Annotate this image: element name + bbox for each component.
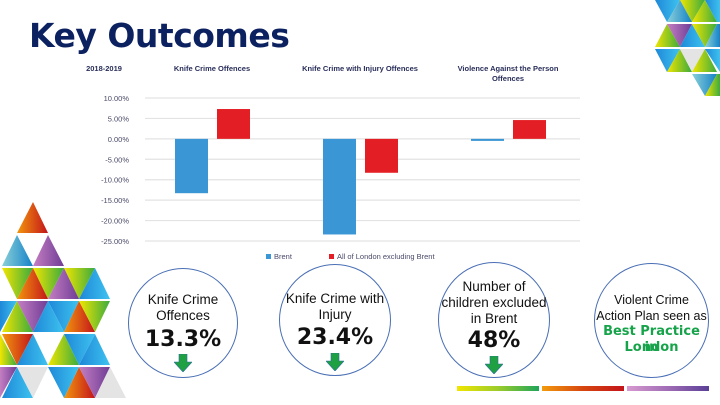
outcome-circle-action-plan: Violent Crime Action Plan seen as Best P…	[594, 263, 709, 378]
outcome-label-line: children excluded	[441, 295, 547, 310]
period-label: 2018-2019	[86, 64, 122, 73]
outcome-circle-knife-crime-injury: Knife Crime with Injury 23.4%	[279, 264, 391, 376]
category-label: Knife Crime Offences	[174, 64, 250, 73]
y-tick-label: 0.00%	[108, 135, 130, 144]
y-tick-label: -20.00%	[101, 217, 129, 226]
best-practice-highlight: London	[624, 340, 679, 355]
decorative-strip-pink-purple	[627, 386, 709, 391]
y-tick-label: 10.00%	[104, 94, 130, 103]
outcome-value: 13.3%	[144, 327, 222, 352]
outcome-label-line: Injury	[318, 307, 352, 322]
outcome-circle-children-excluded: Number of children excluded in Brent 48%	[438, 262, 550, 378]
category-label: Violence Against the Person	[458, 64, 559, 73]
outcome-label-line: Offences	[156, 308, 210, 323]
bar-brent-0	[175, 138, 208, 194]
y-tick-label: -5.00%	[105, 155, 129, 164]
slide-title: Key Outcomes	[29, 16, 290, 55]
y-tick-label: 5.00%	[108, 114, 130, 123]
outcome-circle-knife-crime: Knife Crime Offences 13.3%	[128, 268, 238, 378]
outcome-label-line: Action Plan seen as	[596, 309, 707, 323]
bar-london-0	[217, 109, 250, 139]
legend-swatch	[266, 254, 271, 259]
y-tick-label: -25.00%	[101, 237, 129, 246]
bar-london-2	[513, 120, 546, 139]
triangle-mosaic-top-right	[655, 0, 720, 96]
outcome-label-line: Violent Crime	[614, 293, 689, 307]
category-label: Offences	[492, 74, 524, 83]
outcome-label-line: Knife Crime with	[285, 291, 385, 306]
category-label: Knife Crime with Injury Offences	[302, 64, 418, 73]
legend-label: Brent	[274, 252, 293, 261]
legend-label: All of London excluding Brent	[337, 252, 435, 261]
down-arrow-icon	[485, 356, 503, 374]
outcome-value: 48%	[467, 328, 521, 353]
outcome-label-line: in Brent	[470, 311, 518, 326]
down-arrow-icon	[174, 354, 192, 372]
bar-brent-2	[471, 138, 504, 141]
decorative-strip-yellow-green	[457, 386, 539, 391]
y-tick-label: -10.00%	[101, 176, 129, 185]
outcome-value: 23.4%	[296, 325, 374, 350]
bar-chart: 10.00% 5.00% 0.00% -5.00% -10.00% -15.00% -20.…	[86, 64, 580, 261]
outcome-label-line: Knife Crime	[147, 292, 219, 307]
outcome-label-line: Number of	[462, 279, 526, 294]
triangle-mosaic-bottom-left	[0, 202, 126, 398]
best-practice-highlight: Best Practice in	[603, 324, 700, 355]
decorative-strip-orange-red	[542, 386, 624, 391]
bar-brent-1	[323, 138, 356, 235]
legend-swatch	[329, 254, 334, 259]
y-tick-label: -15.00%	[101, 196, 129, 205]
bar-london-1	[365, 138, 398, 173]
down-arrow-icon	[326, 353, 344, 371]
